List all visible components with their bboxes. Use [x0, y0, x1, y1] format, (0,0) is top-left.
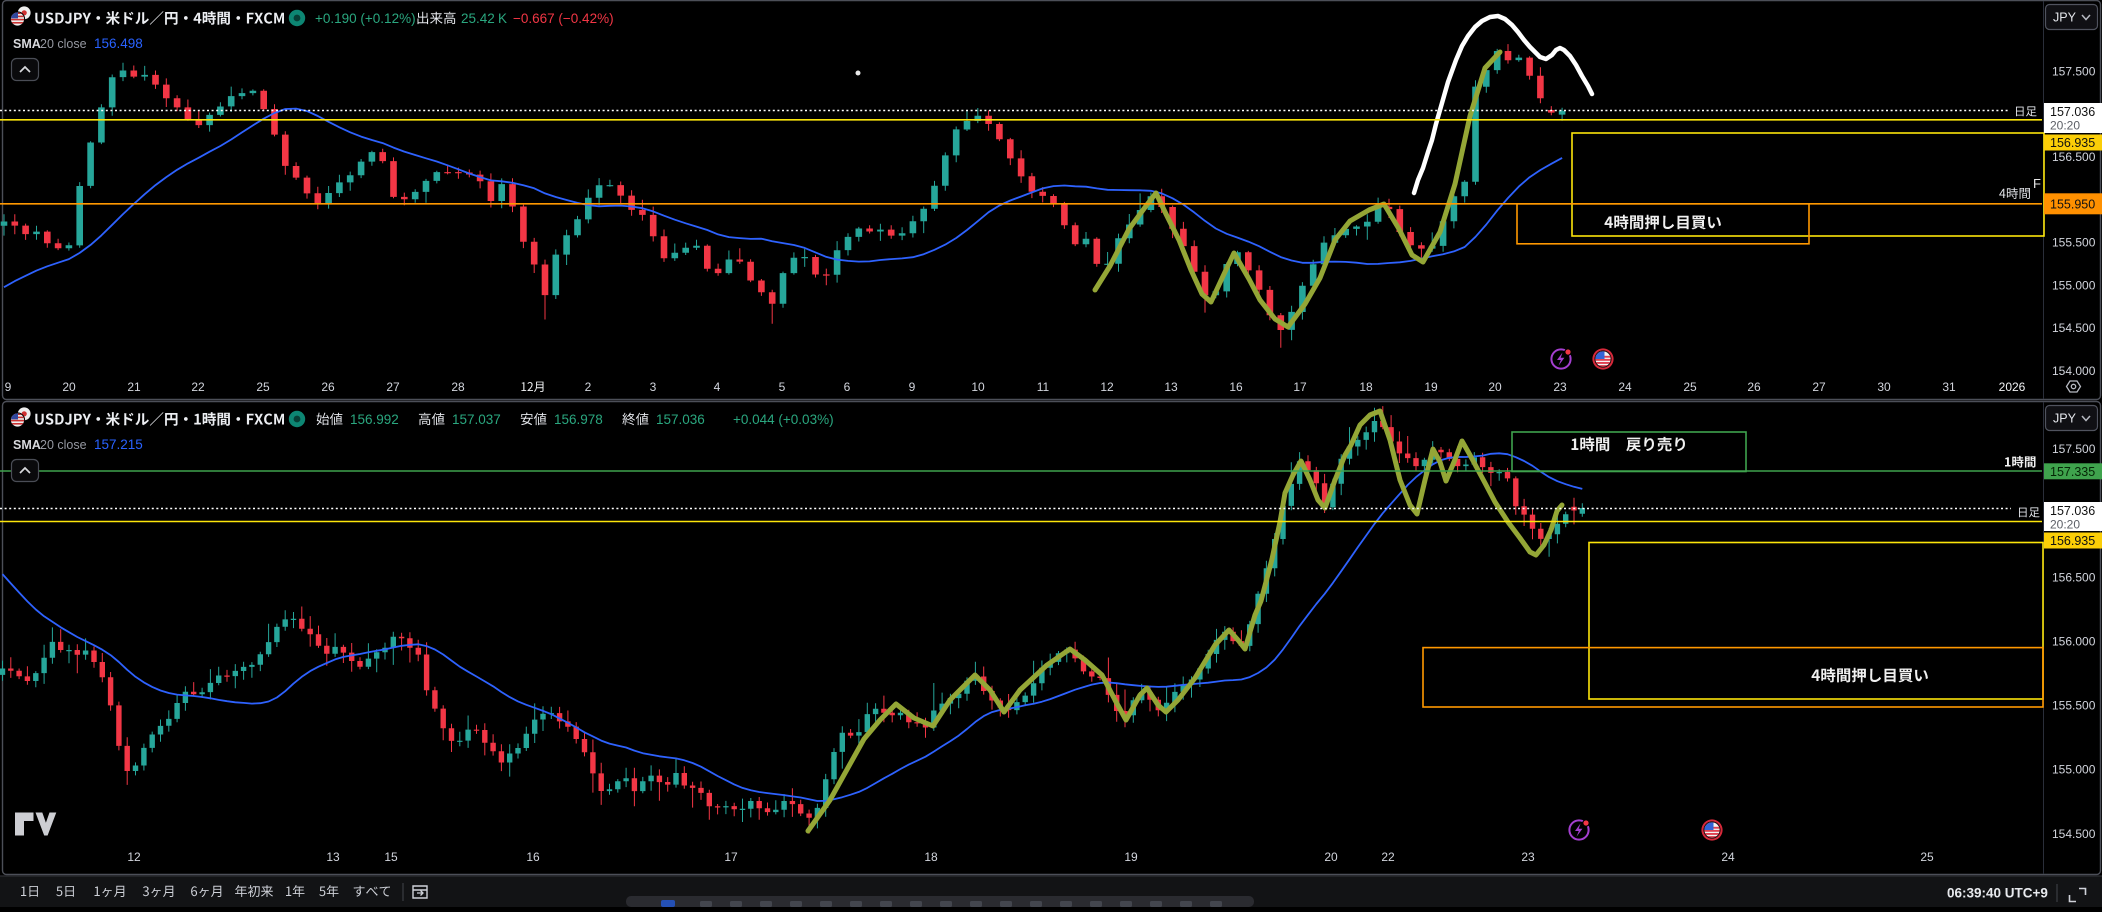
svg-text:16: 16 [1229, 380, 1243, 394]
svg-text:21: 21 [127, 380, 141, 394]
svg-text:19: 19 [1424, 380, 1438, 394]
svg-text:22: 22 [1381, 850, 1395, 864]
svg-text:155.500: 155.500 [2052, 699, 2096, 713]
svg-text:25.42: 25.42 [461, 11, 495, 26]
svg-text:157.335: 157.335 [2050, 465, 2095, 479]
svg-text:156.935: 156.935 [2050, 534, 2095, 548]
svg-text:155.950: 155.950 [2050, 197, 2095, 211]
svg-text:27: 27 [1812, 380, 1826, 394]
svg-text:156.498: 156.498 [94, 36, 143, 51]
svg-text:157.037: 157.037 [452, 412, 501, 427]
svg-text:25: 25 [1683, 380, 1697, 394]
svg-text:20 close: 20 close [40, 37, 87, 51]
svg-text:10: 10 [971, 380, 985, 394]
svg-text:19: 19 [1124, 850, 1138, 864]
svg-text:2: 2 [585, 380, 592, 394]
svg-text:23: 23 [1521, 850, 1535, 864]
svg-text:156.992: 156.992 [350, 412, 399, 427]
svg-text:+0.190 (+0.12%): +0.190 (+0.12%) [315, 11, 416, 26]
svg-text:155.000: 155.000 [2052, 763, 2096, 777]
svg-text:157.036: 157.036 [2050, 504, 2095, 518]
svg-text:16: 16 [526, 850, 540, 864]
svg-text:157.036: 157.036 [656, 412, 705, 427]
svg-text:20: 20 [1324, 850, 1338, 864]
svg-text:31: 31 [1942, 380, 1956, 394]
svg-text:23: 23 [1553, 380, 1567, 394]
svg-text:20:20: 20:20 [2050, 518, 2080, 532]
svg-text:JPY: JPY [2053, 412, 2077, 426]
svg-text:157.500: 157.500 [2052, 65, 2096, 79]
svg-text:28: 28 [451, 380, 465, 394]
svg-text:6: 6 [844, 380, 851, 394]
svg-text:30: 30 [1877, 380, 1891, 394]
svg-text:157.036: 157.036 [2050, 105, 2095, 119]
svg-text:155.500: 155.500 [2052, 236, 2096, 250]
svg-text:27: 27 [386, 380, 400, 394]
svg-text:06:39:40 UTC+9: 06:39:40 UTC+9 [1947, 886, 2048, 901]
svg-text:154.500: 154.500 [2052, 321, 2096, 335]
svg-text:−0.667 (−0.42%): −0.667 (−0.42%) [513, 11, 614, 26]
svg-text:155.000: 155.000 [2052, 278, 2096, 292]
svg-text:157.215: 157.215 [94, 437, 143, 452]
svg-text:SMA: SMA [13, 37, 41, 51]
svg-text:20: 20 [62, 380, 76, 394]
svg-text:17: 17 [1293, 380, 1307, 394]
svg-text:18: 18 [1359, 380, 1373, 394]
svg-text:156.935: 156.935 [2050, 136, 2095, 150]
svg-text:20 close: 20 close [40, 438, 87, 452]
svg-text:20: 20 [1488, 380, 1502, 394]
svg-text:154.000: 154.000 [2052, 364, 2096, 378]
svg-text:13: 13 [326, 850, 340, 864]
svg-text:12: 12 [1100, 380, 1114, 394]
svg-text:156.500: 156.500 [2052, 570, 2096, 584]
svg-text:26: 26 [1747, 380, 1761, 394]
svg-text:24: 24 [1618, 380, 1632, 394]
svg-text:157.500: 157.500 [2052, 442, 2096, 456]
svg-text:F: F [2033, 176, 2041, 191]
svg-text:3: 3 [650, 380, 657, 394]
svg-text:25: 25 [256, 380, 270, 394]
svg-text:15: 15 [384, 850, 398, 864]
svg-text:156.978: 156.978 [554, 412, 603, 427]
svg-text:SMA: SMA [13, 438, 41, 452]
svg-text:25: 25 [1920, 850, 1934, 864]
svg-text:22: 22 [191, 380, 205, 394]
svg-text:JPY: JPY [2053, 11, 2077, 25]
svg-text:26: 26 [321, 380, 335, 394]
svg-text:4: 4 [714, 380, 721, 394]
svg-text:9: 9 [909, 380, 916, 394]
svg-text:12: 12 [127, 850, 141, 864]
svg-text:9: 9 [5, 380, 12, 394]
svg-text:156.000: 156.000 [2052, 635, 2096, 649]
svg-text:+0.044 (+0.03%): +0.044 (+0.03%) [733, 412, 834, 427]
svg-text:K: K [498, 11, 507, 26]
svg-text:11: 11 [1037, 380, 1050, 394]
svg-text:18: 18 [924, 850, 938, 864]
svg-text:2026: 2026 [1999, 380, 2026, 394]
svg-text:17: 17 [724, 850, 738, 864]
svg-text:5: 5 [779, 380, 786, 394]
svg-text:154.500: 154.500 [2052, 827, 2096, 841]
svg-text:20:20: 20:20 [2050, 119, 2080, 133]
svg-text:156.500: 156.500 [2052, 150, 2096, 164]
svg-text:13: 13 [1164, 380, 1178, 394]
svg-text:24: 24 [1721, 850, 1735, 864]
